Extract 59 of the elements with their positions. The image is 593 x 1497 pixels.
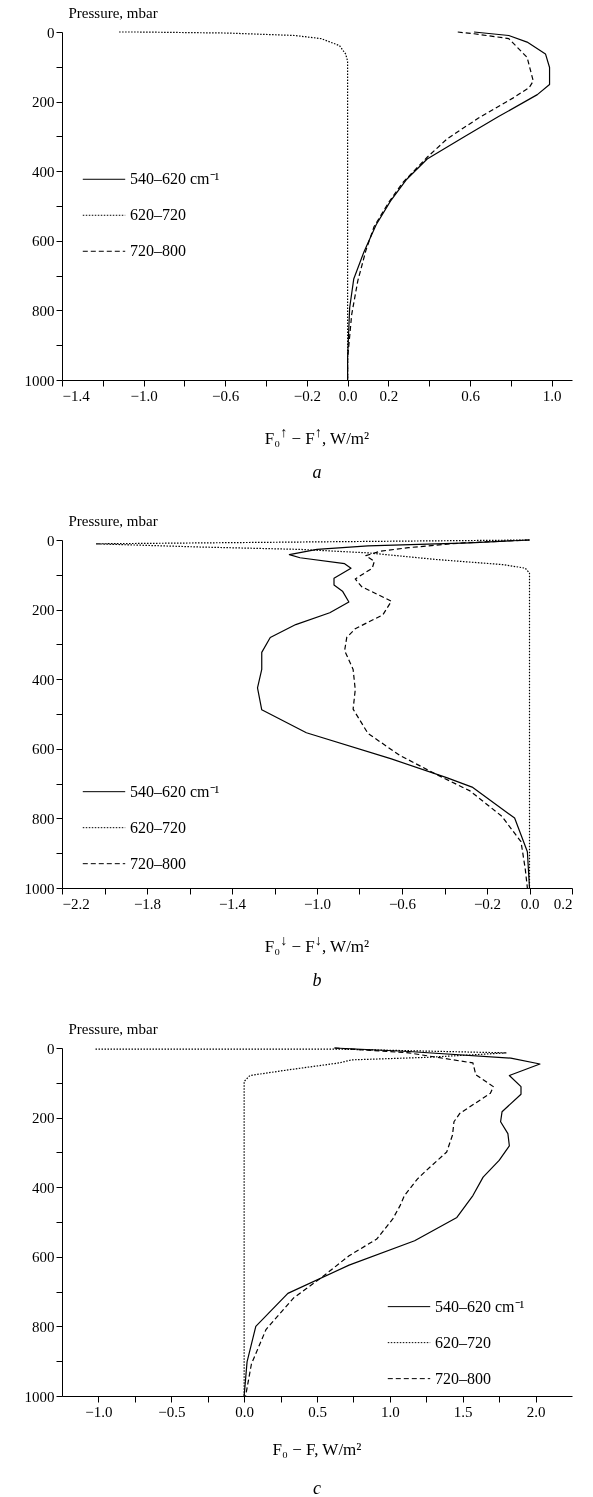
y-tick-label: 600 bbox=[32, 233, 55, 250]
x-axis-title: F₀$^{↓}$ − F$^{↓}$, W/m² bbox=[263, 932, 371, 957]
y-tick-label: 200 bbox=[32, 602, 55, 619]
x-tick-label: 0.6 bbox=[461, 387, 481, 404]
x-tick-label: −0.6 bbox=[212, 387, 240, 404]
x-tick-label: 1.0 bbox=[380, 1403, 400, 1420]
legend-label: 540–620 cm⁻¹ bbox=[435, 1297, 525, 1315]
y-tick-label: 800 bbox=[32, 1318, 55, 1335]
legend-label: 720–800 bbox=[130, 242, 186, 260]
text: c bbox=[312, 1478, 322, 1497]
legend-label: 540–620 cm⁻¹ bbox=[130, 170, 220, 188]
x-tick-label: −0.2 bbox=[473, 895, 502, 912]
x-tick-label: 0.0 bbox=[338, 387, 358, 404]
y-tick-label: 600 bbox=[32, 741, 55, 758]
y-tick-label: 0 bbox=[47, 24, 55, 41]
x-tick-label: 0.5 bbox=[308, 1403, 327, 1420]
y-tick-label: 400 bbox=[32, 671, 55, 688]
y-tick-label: 200 bbox=[32, 94, 55, 111]
y-tick-label: 800 bbox=[32, 810, 55, 827]
y-tick-label: 0 bbox=[47, 1040, 55, 1057]
y-axis-title: Pressure, mbar bbox=[68, 4, 158, 21]
x-tick-label: −1.0 bbox=[85, 1403, 113, 1420]
legend-label: 620–720 bbox=[130, 206, 186, 224]
legend-label: 720–800 bbox=[435, 1369, 491, 1387]
x-tick-label: −1.4 bbox=[62, 387, 91, 404]
x-tick-label: −1.0 bbox=[303, 895, 332, 912]
x-tick-label: 2.0 bbox=[526, 1403, 546, 1420]
legend-label: 620–720 bbox=[130, 818, 186, 836]
text: b bbox=[311, 970, 323, 991]
x-tick-label: −1.8 bbox=[133, 895, 162, 912]
x-tick-label: −2.2 bbox=[62, 895, 90, 912]
x-tick-label: 0.2 bbox=[379, 387, 399, 404]
x-tick-label: 0.0 bbox=[520, 895, 540, 912]
legend-label: 720–800 bbox=[130, 854, 186, 872]
x-tick-label: −0.5 bbox=[158, 1403, 186, 1420]
legend-label: 620–720 bbox=[435, 1333, 491, 1351]
x-axis-title: F₀$^{↑}$ − F$^{↑}$, W/m² bbox=[263, 424, 371, 449]
y-axis-title: Pressure, mbar bbox=[68, 512, 158, 529]
x-tick-label: 0.2 bbox=[553, 895, 573, 912]
y-tick-label: 600 bbox=[32, 1249, 55, 1266]
y-tick-label: 1000 bbox=[24, 880, 55, 897]
y-tick-label: 1000 bbox=[24, 1388, 55, 1405]
x-tick-label: −1.4 bbox=[218, 895, 247, 912]
y-tick-label: 200 bbox=[32, 1110, 55, 1127]
y-tick-label: 0 bbox=[47, 532, 55, 549]
y-tick-label: 400 bbox=[32, 163, 55, 180]
x-tick-label: −0.2 bbox=[293, 387, 321, 404]
x-tick-label: 1.0 bbox=[542, 387, 562, 404]
x-tick-label: −0.6 bbox=[388, 895, 417, 912]
y-tick-label: 400 bbox=[32, 1179, 55, 1196]
legend-label: 540–620 cm⁻¹ bbox=[130, 782, 220, 800]
x-tick-label: 1.5 bbox=[453, 1403, 473, 1420]
y-tick-label: 800 bbox=[32, 302, 55, 319]
x-axis-title: F₀ − F, W/m² bbox=[271, 1440, 363, 1460]
x-tick-label: −1.0 bbox=[130, 387, 158, 404]
y-tick-label: 1000 bbox=[24, 372, 55, 389]
y-axis-title: Pressure, mbar bbox=[68, 1020, 158, 1037]
x-tick-label: 0.0 bbox=[235, 1403, 255, 1420]
text: a bbox=[311, 462, 323, 483]
